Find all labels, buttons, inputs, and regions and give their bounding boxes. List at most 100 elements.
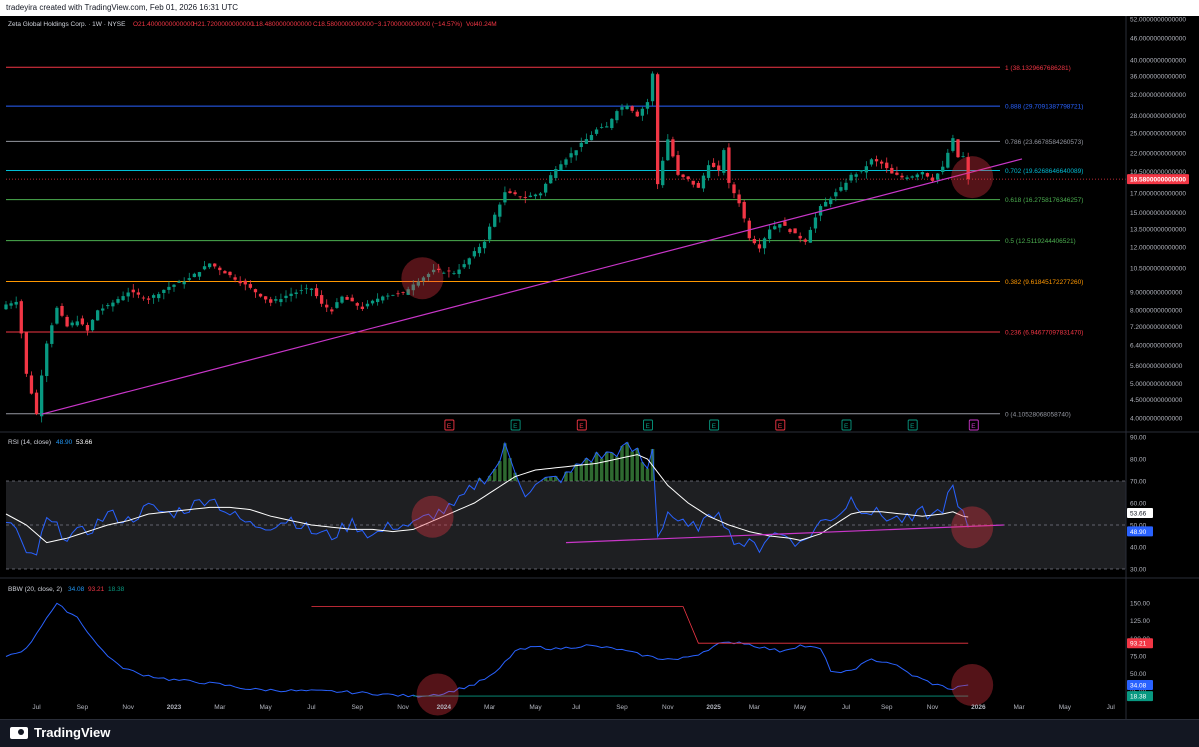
candle-body bbox=[462, 264, 466, 268]
time-tick-label: May bbox=[794, 704, 807, 711]
candle-body bbox=[304, 288, 309, 290]
candle-body bbox=[45, 343, 49, 377]
fib-level-label: 0.618 (16.2758176346257) bbox=[1005, 197, 1083, 204]
chart-area[interactable]: 52.0000000000000 46.0000000000000 40.00000… bbox=[0, 16, 1199, 719]
candle-body bbox=[493, 214, 497, 227]
candle-body bbox=[839, 187, 843, 191]
bbw-value-tag bbox=[1127, 638, 1153, 649]
candle-body bbox=[452, 273, 456, 274]
candle-body bbox=[778, 224, 782, 228]
price-tick-label: 13.5000000000000 bbox=[1130, 226, 1186, 233]
candle-body bbox=[564, 159, 568, 165]
candle-body bbox=[416, 281, 421, 286]
time-tick-label: Nov bbox=[397, 704, 409, 711]
candle-body bbox=[676, 155, 680, 175]
candle-body bbox=[116, 299, 120, 303]
candle-body bbox=[477, 246, 482, 254]
candle-body bbox=[941, 166, 945, 173]
candle-body bbox=[895, 172, 899, 175]
fib-level-label: 0.236 (6.94677097831470) bbox=[1005, 330, 1083, 337]
rsi-value-label: 53.66 bbox=[1130, 510, 1147, 517]
candle-body bbox=[274, 299, 278, 301]
candle-body bbox=[95, 310, 100, 321]
bbw-pane[interactable]: 150.00125.00100.0075.0050.0025.0093.2134… bbox=[5, 601, 1153, 716]
bbw-line bbox=[5, 602, 969, 698]
price-tick-label: 8.0000000000000 bbox=[1130, 308, 1183, 315]
earnings-marker-label: E bbox=[579, 423, 584, 430]
candle-body bbox=[421, 277, 426, 281]
rsi-tick-label: 30.00 bbox=[1130, 567, 1147, 574]
time-tick-label: 2023 bbox=[167, 704, 182, 711]
bbw-highlight-circle bbox=[416, 673, 459, 716]
price-pane[interactable]: 52.0000000000000 46.0000000000000 40.00000… bbox=[4, 17, 1189, 431]
candle-body bbox=[890, 167, 894, 174]
time-tick-label: Nov bbox=[927, 704, 939, 711]
candle-body bbox=[625, 105, 629, 110]
candle-body bbox=[60, 305, 64, 316]
time-tick-label: 2026 bbox=[971, 704, 986, 711]
candle-body bbox=[218, 267, 222, 271]
price-tick-label: 46.0000000000000 bbox=[1130, 36, 1186, 43]
fib-level-label: 0 (4.10528068058740) bbox=[1005, 411, 1071, 418]
earnings-marker bbox=[775, 419, 786, 431]
candle-body bbox=[554, 169, 558, 178]
candle-body bbox=[162, 289, 166, 293]
time-tick-label: Sep bbox=[77, 704, 89, 711]
chart-svg[interactable]: 52.0000000000000 46.0000000000000 40.00000… bbox=[0, 16, 1199, 719]
candle-body bbox=[223, 271, 227, 274]
time-tick-label: Sep bbox=[351, 704, 363, 711]
candle-body bbox=[85, 325, 90, 331]
candle-body bbox=[136, 292, 141, 295]
fib-level-label: 1 (38.1329667686281) bbox=[1005, 65, 1071, 72]
trendline bbox=[41, 158, 1023, 415]
bbw-tick-label: 50.00 bbox=[1130, 671, 1147, 678]
time-tick-label: Jul bbox=[32, 704, 41, 711]
candle-body bbox=[640, 108, 645, 116]
candle-body bbox=[340, 296, 344, 303]
candle-body bbox=[121, 296, 125, 301]
legend-volume: Vol40.24M bbox=[466, 21, 497, 28]
fib-level-label: 0.382 (9.61845172277260) bbox=[1005, 279, 1083, 286]
bbw-tick-label: 125.00 bbox=[1130, 618, 1150, 625]
candle-body bbox=[671, 139, 675, 157]
candle-body bbox=[742, 201, 746, 219]
earnings-marker bbox=[576, 419, 587, 431]
bbw-value-label: 93.21 bbox=[1130, 641, 1147, 648]
candle-body bbox=[24, 332, 29, 374]
rsi-tick-label: 40.00 bbox=[1130, 545, 1147, 552]
time-tick-label: Mar bbox=[1013, 704, 1025, 711]
bbw-tick-label: 150.00 bbox=[1130, 601, 1150, 608]
earnings-marker bbox=[841, 419, 852, 431]
candle-body bbox=[757, 244, 762, 249]
candle-body bbox=[498, 204, 502, 217]
price-tick-label: 15.0000000000000 bbox=[1130, 210, 1186, 217]
candle-body bbox=[528, 195, 533, 198]
candle-body bbox=[253, 289, 258, 293]
earnings-marker bbox=[709, 419, 720, 431]
earnings-marker-label: E bbox=[513, 423, 518, 430]
rsi-value-tag bbox=[1127, 507, 1153, 518]
footer-bar: TradingView bbox=[0, 719, 1199, 747]
candle-body bbox=[472, 251, 477, 257]
time-tick-label: May bbox=[1059, 704, 1072, 711]
bbw-legend-v3: 18.38 bbox=[108, 586, 125, 593]
rsi-pane[interactable]: 90.00 80.00 70.00 60.00 50.00 40.00 30.00 53.66… bbox=[5, 435, 1153, 574]
rsi-tick-label: 70.00 bbox=[1130, 479, 1147, 486]
price-tick-label: 6.4000000000000 bbox=[1130, 342, 1183, 349]
created-with-caption: tradeyira created with TradingView.com, … bbox=[0, 0, 1199, 16]
candle-body bbox=[482, 241, 487, 249]
bbw-highlight-circle bbox=[951, 663, 994, 706]
time-tick-label: Mar bbox=[484, 704, 496, 711]
candle-body bbox=[773, 226, 777, 230]
price-tick-label: 19.5000000000000 bbox=[1130, 169, 1186, 176]
earnings-marker-label: E bbox=[447, 423, 452, 430]
price-tick-label: 7.2000000000000 bbox=[1130, 324, 1183, 331]
highlight-circle bbox=[951, 156, 994, 199]
candle-body bbox=[533, 194, 538, 197]
candle-body bbox=[248, 284, 253, 288]
price-tick-label: 40.0000000000000 bbox=[1130, 57, 1186, 64]
candle-body bbox=[951, 138, 955, 151]
time-tick-label: Mar bbox=[214, 704, 226, 711]
tradingview-logo[interactable]: TradingView bbox=[10, 725, 110, 740]
candle-body bbox=[406, 289, 410, 295]
